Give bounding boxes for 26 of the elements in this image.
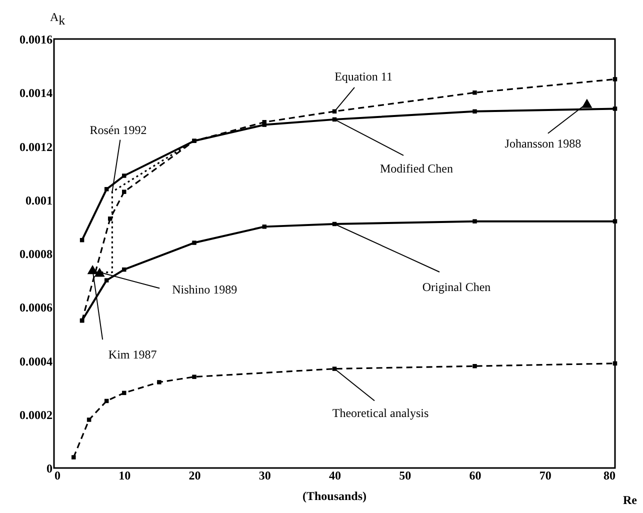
x-tick-label: 50	[399, 468, 412, 482]
text: Johansson 1988	[504, 136, 582, 150]
x-tick-label: 40	[329, 468, 341, 482]
text: Theoretical analysis	[332, 406, 429, 420]
text: Re	[623, 493, 638, 507]
y-tick-label: 0.0016	[20, 32, 52, 46]
x-tick-label: 60	[469, 468, 482, 482]
y-tick-label: 0.0014	[20, 86, 52, 100]
y-tick-label: 0.0006	[20, 300, 52, 315]
x-tick-label: 10	[118, 468, 131, 482]
y-tick-label: 0.001	[26, 193, 52, 208]
x-axis-title: (Thousands)	[302, 489, 367, 503]
y-tick-label: 0.0004	[20, 354, 52, 368]
text: Kim 1987	[108, 348, 157, 362]
x-tick-label: 30	[258, 468, 271, 482]
text: Nishino 1989	[172, 282, 238, 296]
y-tick-label: 0.0008	[20, 247, 52, 261]
x-tick-label: 70	[539, 468, 552, 482]
series-label: Equation 11	[334, 69, 392, 84]
y-tick-label: 0.0012	[20, 140, 52, 154]
x-tick-label: 80	[604, 468, 616, 482]
text: Modified Chen	[380, 161, 453, 176]
text: Rosén 1992	[90, 122, 147, 137]
y-tick-label: 0.0002	[20, 408, 52, 422]
text: Original Chen	[422, 280, 491, 294]
x-tick-label: 20	[188, 468, 201, 482]
